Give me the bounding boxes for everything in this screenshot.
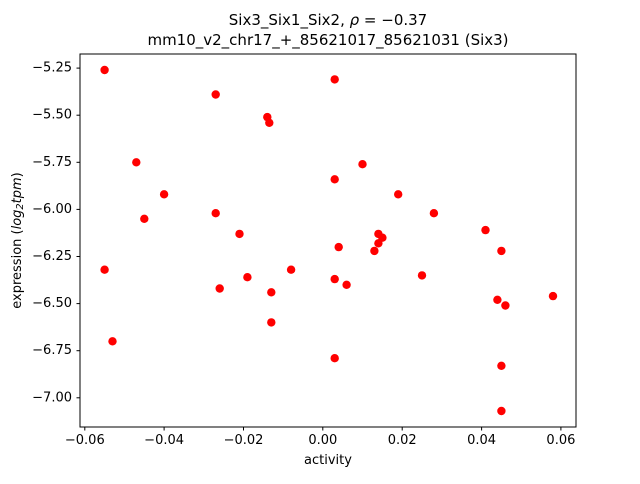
x-tick-label: 0.04 bbox=[467, 433, 496, 448]
data-point bbox=[235, 229, 244, 239]
data-point bbox=[215, 284, 224, 293]
data-point bbox=[342, 280, 351, 289]
data-point bbox=[497, 361, 506, 370]
x-tick-label: 0.06 bbox=[546, 433, 575, 448]
x-tick-label: −0.02 bbox=[224, 433, 264, 448]
data-point bbox=[481, 225, 490, 235]
data-point bbox=[330, 75, 339, 84]
data-point bbox=[108, 337, 117, 346]
data-point bbox=[330, 175, 339, 184]
data-point bbox=[374, 239, 383, 248]
y-tick-label: −6.25 bbox=[32, 249, 72, 264]
y-axis-label: expression (log2tpm) bbox=[10, 172, 26, 308]
y-tick-label: −6.00 bbox=[32, 202, 72, 217]
data-point bbox=[548, 291, 558, 301]
data-point bbox=[330, 354, 339, 363]
data-point bbox=[286, 265, 296, 274]
y-tick-label: −7.00 bbox=[32, 390, 72, 405]
plot-border bbox=[79, 53, 577, 428]
data-point bbox=[243, 273, 252, 282]
x-tick-label: 0.02 bbox=[388, 433, 417, 448]
y-tick-label: −5.50 bbox=[32, 108, 72, 123]
data-point bbox=[267, 318, 276, 327]
data-point bbox=[493, 295, 502, 304]
y-tick-label: −6.50 bbox=[32, 296, 72, 311]
data-point bbox=[394, 190, 403, 199]
chart-title-line2: mm10_v2_chr17_+_85621017_85621031 (Six3) bbox=[147, 31, 508, 50]
data-point bbox=[211, 209, 220, 218]
x-axis-label: activity bbox=[304, 453, 352, 468]
data-point bbox=[417, 271, 427, 280]
data-point bbox=[429, 209, 439, 218]
x-tick-label: 0.00 bbox=[308, 433, 337, 448]
data-point bbox=[100, 65, 109, 75]
data-point bbox=[501, 301, 510, 310]
x-tick-label: −0.04 bbox=[144, 433, 184, 448]
data-point bbox=[267, 288, 276, 297]
y-tick-label: −5.25 bbox=[32, 61, 72, 76]
data-point bbox=[334, 242, 343, 252]
data-point bbox=[132, 158, 141, 167]
data-point bbox=[265, 118, 274, 128]
data-point bbox=[358, 160, 367, 169]
data-point bbox=[211, 90, 220, 99]
y-tick-label: −5.75 bbox=[32, 155, 72, 170]
data-point bbox=[370, 246, 379, 256]
data-point bbox=[497, 406, 506, 416]
y-tick-label: −6.75 bbox=[32, 343, 72, 358]
chart-title-line1: Six3_Six1_Six2, ρ = −0.37 bbox=[229, 11, 427, 30]
data-point bbox=[100, 265, 109, 274]
data-point bbox=[159, 190, 169, 199]
data-point bbox=[497, 246, 506, 256]
x-tick-label: −0.06 bbox=[65, 433, 105, 448]
data-point bbox=[330, 274, 339, 284]
data-point bbox=[140, 214, 149, 223]
